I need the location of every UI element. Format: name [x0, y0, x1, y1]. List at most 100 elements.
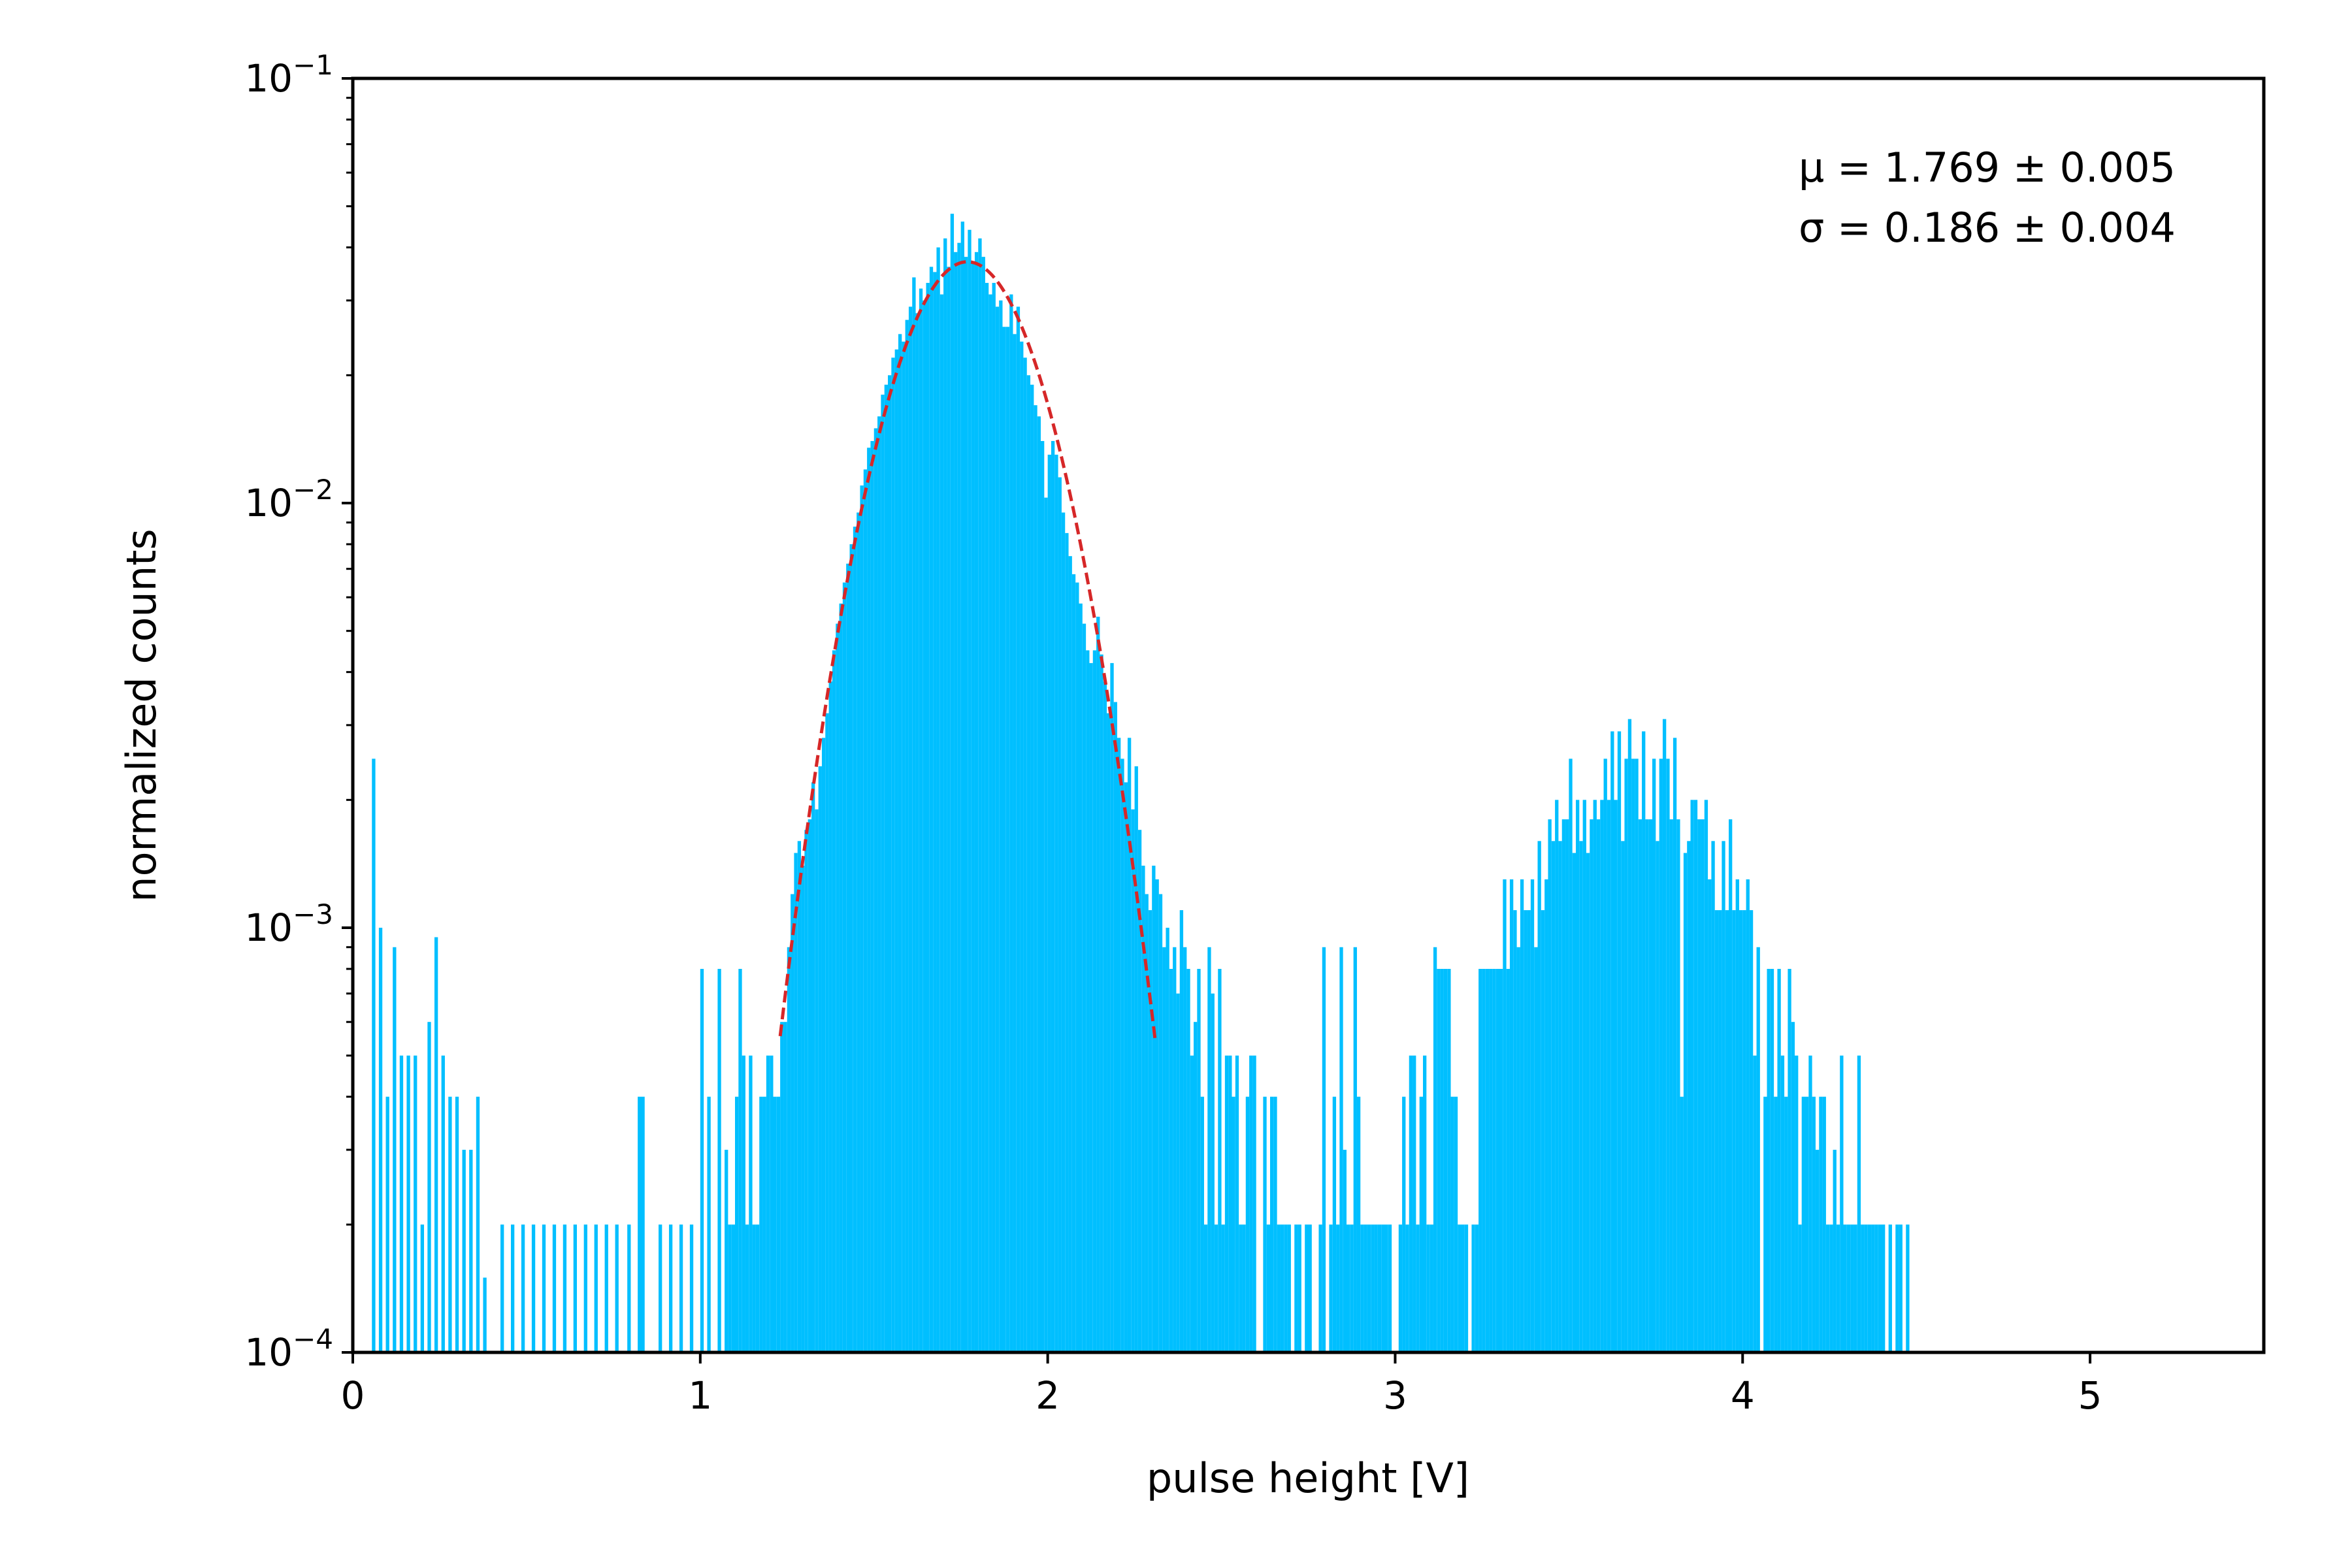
histogram-bar	[1158, 894, 1163, 1352]
histogram-bar	[689, 1224, 694, 1352]
histogram-bar	[1273, 1096, 1277, 1352]
histogram-bar	[1429, 1224, 1433, 1352]
histogram-bar	[441, 1055, 445, 1352]
histogram-bar	[1450, 1096, 1454, 1352]
histogram-bar	[1423, 1055, 1427, 1352]
histogram-bar	[1767, 968, 1771, 1352]
histogram-bar	[1298, 1224, 1301, 1352]
histogram-bar	[573, 1224, 578, 1352]
histogram-bar	[1353, 947, 1357, 1352]
histogram-bar	[923, 300, 926, 1352]
x-axis-ticks: 0 1 2 3 4 5	[341, 1352, 2102, 1418]
histogram-bar	[1409, 1055, 1413, 1352]
histogram-bar	[521, 1224, 525, 1352]
histogram-bar	[1461, 1224, 1465, 1352]
histogram-bar	[791, 894, 794, 1352]
histogram-bars	[372, 214, 1910, 1353]
histogram-bar	[1840, 1055, 1844, 1352]
histogram-bar	[1600, 800, 1604, 1352]
histogram-bar	[1735, 879, 1739, 1352]
histogram-bar	[1384, 1224, 1388, 1352]
histogram-bar	[1092, 650, 1097, 1353]
histogram-bar	[1280, 1224, 1284, 1352]
histogram-bar	[1603, 759, 1607, 1352]
histogram-bar	[1155, 879, 1159, 1352]
histogram-bar	[1464, 1224, 1469, 1352]
histogram-bar	[1242, 1224, 1246, 1352]
histogram-bar	[1332, 1096, 1337, 1352]
histogram-bar	[1131, 809, 1135, 1352]
histogram-bar	[1871, 1224, 1875, 1352]
histogram-bar	[1495, 968, 1499, 1352]
histogram-bar	[857, 512, 860, 1352]
histogram-bar	[1805, 1096, 1809, 1352]
histogram-bar	[1708, 879, 1712, 1352]
histogram-bar	[1214, 1224, 1218, 1352]
histogram-bar	[1443, 968, 1448, 1352]
histogram-bar	[933, 272, 937, 1352]
histogram-bar	[1895, 1224, 1899, 1352]
histogram-bar	[1381, 1224, 1385, 1352]
histogram-bar	[867, 448, 871, 1352]
histogram-bar	[1774, 1096, 1778, 1352]
histogram-bar	[1152, 866, 1156, 1352]
y-tick-label: 10−2	[244, 474, 333, 525]
histogram-bar	[1305, 1224, 1309, 1352]
histogram-bar	[378, 928, 383, 1352]
histogram-bar	[780, 1022, 784, 1352]
histogram-bar	[954, 252, 958, 1352]
histogram-bar	[1878, 1224, 1882, 1352]
histogram-bar	[399, 1055, 404, 1352]
histogram-bar	[853, 527, 857, 1352]
histogram-bar	[1520, 879, 1524, 1352]
histogram-bar	[759, 1096, 763, 1352]
histogram-bar	[815, 809, 819, 1352]
histogram-bar	[999, 300, 1003, 1352]
histogram-bar	[874, 428, 878, 1352]
histogram-bar	[1107, 713, 1111, 1352]
histogram-bar	[1194, 1022, 1198, 1352]
histogram-bar	[1596, 819, 1601, 1352]
histogram-bar	[1374, 1224, 1378, 1352]
histogram-bar	[1228, 1055, 1232, 1352]
histogram-bar	[1749, 910, 1754, 1352]
x-tick-label: 3	[1383, 1373, 1407, 1418]
histogram-bar	[988, 294, 992, 1352]
histogram-bar	[1704, 800, 1708, 1352]
histogram-bar	[929, 267, 934, 1352]
histogram-bar	[659, 1224, 662, 1352]
histogram-bar	[1061, 512, 1066, 1352]
histogram-bar	[773, 1096, 777, 1352]
fit-sigma-text: σ = 0.186 ± 0.004	[1799, 204, 2176, 252]
histogram-bar	[1617, 731, 1622, 1352]
x-tick-label: 2	[1036, 1373, 1060, 1418]
histogram-bar	[1499, 968, 1503, 1352]
gaussian-fit-layer	[778, 260, 1157, 1043]
histogram-bar	[1437, 968, 1441, 1352]
histogram-bar	[1906, 1224, 1910, 1352]
histogram-bar	[1356, 1096, 1361, 1352]
histogram-bar	[1680, 1096, 1684, 1352]
histogram-bar	[1537, 841, 1541, 1352]
gaussian-fit-line	[778, 260, 1157, 1043]
histogram-bar	[1478, 968, 1482, 1352]
histogram-bar	[1836, 1224, 1840, 1352]
histogram-bar	[483, 1277, 487, 1352]
histogram-bar	[1788, 968, 1791, 1352]
histogram-bar	[1002, 327, 1006, 1352]
histogram-bar	[583, 1224, 587, 1352]
histogram-bar	[1631, 759, 1635, 1352]
histogram-bar	[881, 395, 885, 1352]
histogram-bar	[1846, 1224, 1851, 1352]
histogram-bar	[1350, 1224, 1354, 1352]
histogram-bar	[1190, 1055, 1194, 1352]
histogram-bar	[638, 1096, 645, 1352]
histogram-bar	[1652, 759, 1656, 1352]
histogram-bar	[668, 1224, 673, 1352]
histogram-bar	[563, 1224, 567, 1352]
histogram-bar	[1777, 968, 1781, 1352]
histogram-bar	[1037, 416, 1041, 1352]
histogram-bar	[1882, 1224, 1886, 1352]
histogram-bar	[1607, 800, 1611, 1352]
histogram-bar	[1134, 766, 1138, 1352]
